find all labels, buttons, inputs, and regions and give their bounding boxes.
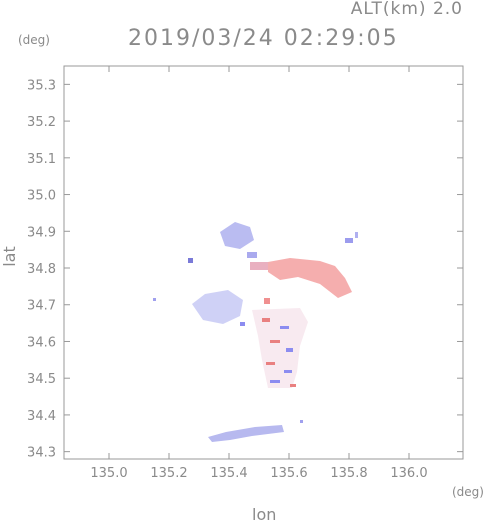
echo-region-south-negative [208, 425, 284, 442]
echo-speck [240, 322, 245, 326]
echo-speck [300, 420, 303, 423]
y-axis-label: lat [0, 246, 19, 267]
plot-area-frame [63, 65, 464, 460]
y-tick-label: 35.3 [27, 78, 56, 93]
echo-speck [188, 258, 193, 263]
axis-ticks: 135.0 135.2 135.4 135.6 135.8 136.0 34.3 34.4 34… [27, 66, 463, 481]
x-tick-label: 135.8 [330, 466, 367, 481]
y-tick-label: 34.8 [27, 262, 56, 277]
y-tick-label: 34.9 [27, 225, 56, 240]
y-tick-label: 34.6 [27, 335, 56, 350]
x-tick-label: 135.4 [210, 466, 247, 481]
y-tick-label: 35.1 [27, 152, 56, 167]
y-tick-label: 34.3 [27, 446, 56, 461]
echo-region-east-positive [268, 258, 352, 298]
x-tick-label: 135.0 [90, 466, 127, 481]
x-tick-label: 135.6 [270, 466, 307, 481]
y-tick-label: 34.7 [27, 299, 56, 314]
echo-speck [153, 298, 156, 301]
echo-speck [355, 232, 358, 238]
x-axis-label: lon [252, 505, 277, 524]
y-tick-label: 34.5 [27, 372, 56, 387]
echo-region-central-mixed [247, 252, 308, 388]
echo-region-west-negative [192, 290, 243, 324]
timestamp-title: 2019/03/24 02:29:05 [128, 26, 399, 51]
y-tick-label: 35.2 [27, 115, 56, 130]
echo-speck [345, 238, 353, 243]
x-axis-unit: (deg) [452, 485, 484, 499]
velocity-field [153, 222, 358, 442]
altitude-label: ALT(km) 2.0 [350, 0, 463, 19]
y-axis-unit: (deg) [18, 33, 50, 47]
y-tick-label: 34.4 [27, 409, 56, 424]
x-tick-label: 136.0 [390, 466, 427, 481]
y-tick-label: 35.0 [27, 189, 56, 204]
x-tick-label: 135.2 [150, 466, 187, 481]
echo-region-north-negative [220, 222, 254, 249]
